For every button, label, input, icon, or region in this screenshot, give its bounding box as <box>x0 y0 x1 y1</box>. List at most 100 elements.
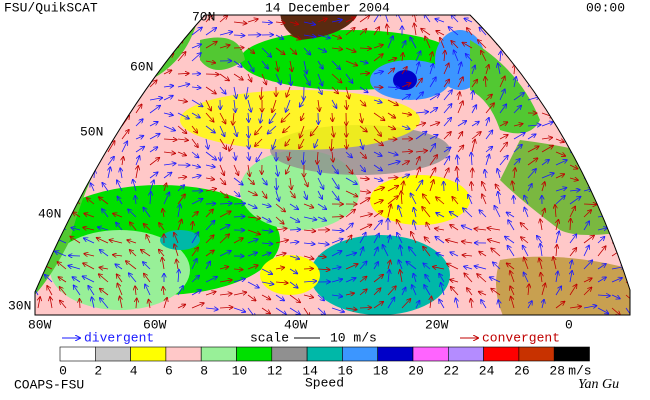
wind-arrow <box>191 259 197 270</box>
wind-arrow <box>219 16 227 23</box>
divergent-label: divergent <box>84 330 154 345</box>
wind-arrow <box>387 297 395 309</box>
wind-arrow <box>289 47 296 54</box>
colorbar-label: 2 <box>94 363 102 378</box>
wind-arrow <box>468 195 473 205</box>
wind-arrow <box>611 138 617 151</box>
wind-arrow <box>281 112 291 122</box>
wind-arrow <box>597 18 605 23</box>
wind-arrow <box>555 302 565 309</box>
wind-arrow <box>424 237 431 244</box>
wind-arrow <box>487 228 501 230</box>
wind-arrow <box>490 277 501 283</box>
wind-arrow <box>626 99 629 112</box>
wind-arrow <box>83 227 95 230</box>
wind-arrow <box>451 287 459 296</box>
wind-arrow <box>331 34 341 38</box>
wind-arrow <box>373 302 383 309</box>
wind-arrow <box>272 99 277 112</box>
wind-arrow <box>248 151 249 160</box>
wind-arrow <box>163 287 164 296</box>
wind-arrow <box>51 134 59 140</box>
wind-arrow <box>120 168 122 179</box>
wind-arrow <box>331 60 340 69</box>
wind-arrow <box>583 46 593 48</box>
wind-arrow <box>261 47 271 57</box>
wind-arrow <box>122 157 123 166</box>
wind-arrow <box>261 282 273 284</box>
wind-arrow <box>177 286 183 296</box>
wind-arrow <box>433 267 445 269</box>
wind-arrow <box>247 265 258 270</box>
wind-arrow <box>93 144 102 153</box>
wind-arrow <box>107 141 115 153</box>
wind-arrow <box>88 286 95 296</box>
wind-arrow <box>555 53 562 62</box>
wind-arrow <box>398 260 403 270</box>
wind-arrow <box>387 126 395 129</box>
wind-arrow <box>611 307 620 315</box>
wind-arrow <box>219 164 224 175</box>
wind-arrow <box>429 64 433 75</box>
wind-arrow <box>66 75 68 88</box>
wind-arrow <box>331 295 342 297</box>
wind-arrow <box>83 276 95 283</box>
wind-arrow <box>611 278 622 283</box>
wind-arrow <box>205 277 217 283</box>
wind-arrow <box>233 22 247 23</box>
wind-arrow <box>481 300 487 309</box>
wind-arrow <box>72 17 81 23</box>
wind-arrow <box>359 15 370 23</box>
wind-arrow <box>612 125 614 135</box>
wind-arrow <box>479 292 487 295</box>
wind-arrow <box>611 227 623 231</box>
wind-arrow <box>37 51 43 62</box>
wind-arrow <box>205 151 216 160</box>
wind-arrow <box>275 203 285 212</box>
map-frame <box>34 14 631 316</box>
wind-arrow <box>65 134 73 140</box>
colorbar-label: 26 <box>514 363 530 378</box>
wind-arrow <box>623 86 626 97</box>
wind-arrow <box>401 126 410 129</box>
wind-arrow <box>276 164 278 176</box>
wind-arrow <box>303 151 304 164</box>
wind-arrow <box>542 182 545 192</box>
wind-arrow <box>331 190 339 200</box>
wind-arrow <box>108 167 110 179</box>
wind-arrow <box>318 99 320 111</box>
wind-arrow <box>507 246 515 257</box>
wind-arrow <box>261 230 273 231</box>
wind-arrow <box>109 240 123 244</box>
wind-arrow <box>229 138 235 151</box>
wind-arrow <box>451 41 459 49</box>
wind-arrow <box>482 194 487 205</box>
wind-arrow <box>569 197 581 205</box>
wind-arrow <box>597 86 602 95</box>
wind-arrow <box>332 125 334 137</box>
colorbar-swatch <box>59 346 96 362</box>
wind-arrow <box>303 216 316 220</box>
wind-arrow <box>90 183 95 192</box>
wind-arrow <box>485 95 492 101</box>
wind-arrow <box>58 277 67 283</box>
wind-arrow <box>401 151 412 152</box>
wind-arrow <box>163 125 175 131</box>
wind-arrow <box>331 138 332 151</box>
wind-arrow <box>415 167 420 179</box>
wind-arrow <box>426 223 431 231</box>
wind-arrow <box>247 99 251 112</box>
wind-arrow <box>129 273 137 283</box>
wind-arrow <box>464 273 473 283</box>
wind-arrow <box>462 255 473 256</box>
wind-arrow <box>570 271 572 283</box>
wind-arrow <box>507 28 515 36</box>
wind-arrow <box>555 112 563 118</box>
wind-arrow <box>467 28 473 36</box>
colorbar-swatch <box>342 346 378 362</box>
wind-arrow <box>98 30 109 36</box>
wind-arrow <box>415 78 422 88</box>
wind-arrow <box>387 36 393 49</box>
wind-arrow <box>555 231 559 244</box>
wind-arrow <box>359 48 371 49</box>
